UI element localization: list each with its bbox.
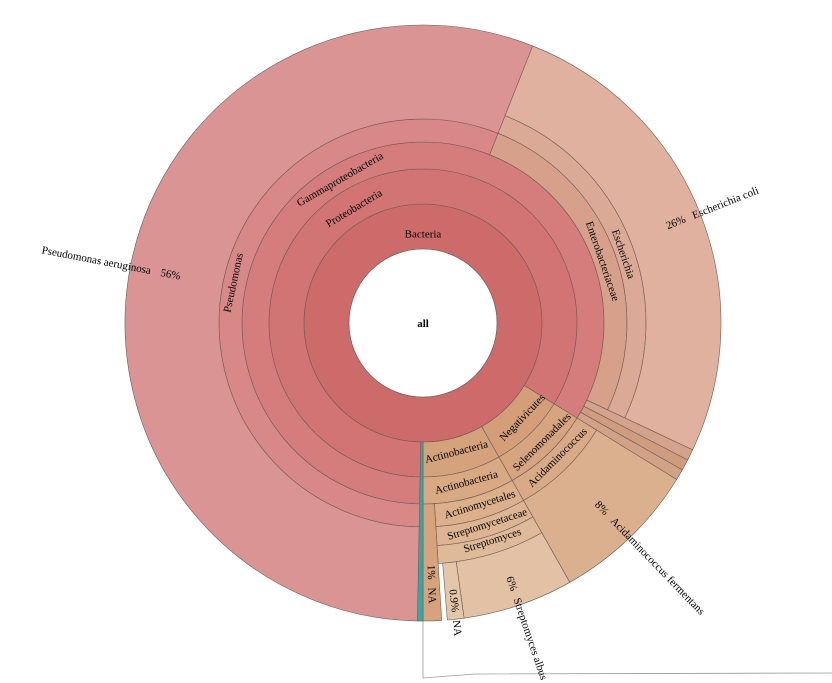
leaf-percent: 0.9% <box>447 589 461 613</box>
center-label: all <box>417 318 429 330</box>
leaf-label-na-1: 1% NA <box>425 565 438 604</box>
leaf-percent: 6% <box>504 575 520 593</box>
label-bacteria: Bacteria <box>405 229 442 241</box>
leaf-name: Streptomyces albus <box>511 596 550 681</box>
leaf-name: NA <box>426 587 438 603</box>
leaf-name: Escherichia coli <box>690 184 760 221</box>
segment-pseudomonas-aeruginosa[interactable] <box>124 24 534 622</box>
leaf-label-na-0-9: 0.9% NA <box>447 589 464 637</box>
leaf-percent: 1% <box>425 565 437 580</box>
segment-teal-sliver[interactable] <box>417 441 424 622</box>
segment-escherichia-coli[interactable] <box>504 45 722 451</box>
segment-na-0-9[interactable] <box>442 561 465 621</box>
leaf-percent: 56% <box>160 267 182 283</box>
leaf-name: NA <box>450 619 464 636</box>
leaf-name: Acidaminococcus fermentans <box>608 515 707 617</box>
center-node-all[interactable] <box>348 248 498 398</box>
